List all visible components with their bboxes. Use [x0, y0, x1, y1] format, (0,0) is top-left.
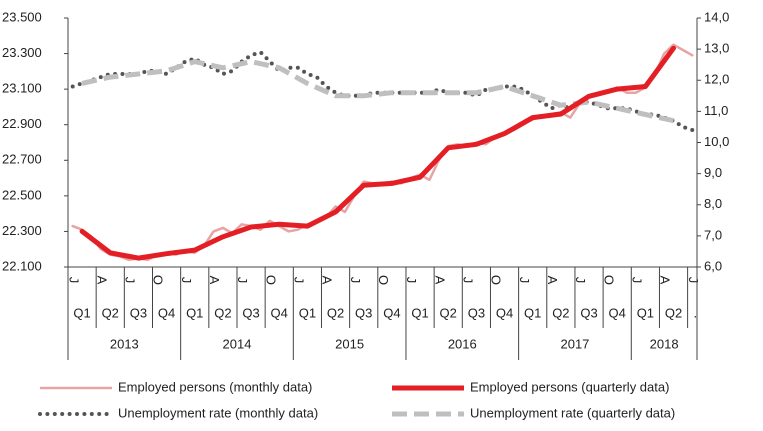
y-tick-label: 23.500 — [2, 9, 42, 24]
month-label: J — [292, 277, 307, 284]
y-tick-label: 23.100 — [2, 81, 42, 96]
quarter-label: Q3 — [242, 305, 259, 320]
quarter-label: . — [693, 305, 697, 320]
quarter-label: Q2 — [214, 305, 231, 320]
month-label: J — [686, 277, 701, 284]
y2-tick-label: 7,0 — [704, 227, 722, 242]
quarter-label: Q2 — [440, 305, 457, 320]
month-label: J — [573, 277, 588, 284]
y2-tick-label: 11,0 — [704, 103, 728, 118]
month-label: A — [432, 276, 447, 285]
year-label: 2014 — [223, 336, 252, 351]
y-tick-label: 22.900 — [2, 116, 42, 131]
month-label: J — [404, 277, 419, 284]
quarter-label: Q3 — [130, 305, 147, 320]
month-label: O — [376, 275, 391, 285]
month-label: J — [461, 277, 476, 284]
quarter-label: Q1 — [524, 305, 541, 320]
legend-label: Unemployment rate (monthly data) — [118, 405, 318, 420]
quarter-label: Q3 — [355, 305, 372, 320]
quarter-label: Q4 — [271, 305, 288, 320]
y-tick-label: 22.300 — [2, 223, 42, 238]
legend-label: Employed persons (monthly data) — [118, 379, 312, 394]
series-line — [79, 45, 676, 261]
quarter-label: Q3 — [468, 305, 485, 320]
quarter-label: Q1 — [637, 305, 654, 320]
quarter-label: Q2 — [102, 305, 119, 320]
quarter-label: Q2 — [552, 305, 569, 320]
quarter-label: Q2 — [665, 305, 682, 320]
legend-label: Unemployment rate (quarterly data) — [470, 405, 675, 420]
y2-tick-label: 10,0 — [704, 134, 729, 149]
month-label: O — [263, 275, 278, 285]
year-label: 2013 — [110, 336, 139, 351]
month-label: A — [320, 276, 335, 285]
quarter-label: Q3 — [580, 305, 597, 320]
y2-tick-label: 8,0 — [704, 196, 722, 211]
quarter-label: Q1 — [299, 305, 316, 320]
month-label: J — [179, 277, 194, 284]
y-tick-label: 22.700 — [2, 152, 42, 167]
month-label: J — [348, 277, 363, 284]
month-label: J — [66, 277, 81, 284]
month-label: O — [489, 275, 504, 285]
quarter-label: Q1 — [73, 305, 90, 320]
year-label: 2016 — [448, 336, 477, 351]
year-label: 2017 — [560, 336, 589, 351]
y-tick-label: 23.300 — [2, 45, 42, 60]
y2-tick-label: 9,0 — [704, 165, 722, 180]
quarter-label: Q1 — [411, 305, 428, 320]
month-label: O — [151, 275, 166, 285]
month-label: J — [123, 277, 138, 284]
quarter-label: Q2 — [327, 305, 344, 320]
quarter-label: Q1 — [186, 305, 203, 320]
y-tick-label: 22.500 — [2, 187, 42, 202]
y2-tick-label: 6,0 — [704, 258, 722, 273]
quarter-label: Q4 — [609, 305, 626, 320]
month-label: A — [545, 276, 560, 285]
month-label: O — [601, 275, 616, 285]
quarter-label: Q4 — [158, 305, 175, 320]
month-label: A — [658, 276, 673, 285]
legend-label: Employed persons (quarterly data) — [470, 379, 669, 394]
month-label: A — [207, 276, 222, 285]
y-tick-label: 22.100 — [2, 258, 42, 273]
year-label: 2018 — [650, 336, 679, 351]
month-label: J — [630, 277, 645, 284]
quarter-label: Q4 — [383, 305, 400, 320]
y2-tick-label: 12,0 — [704, 72, 729, 87]
month-label: J — [235, 277, 250, 284]
y2-tick-label: 14,0 — [704, 9, 729, 24]
month-label: J — [517, 277, 532, 284]
y2-tick-label: 13,0 — [704, 41, 729, 56]
quarter-label: Q4 — [496, 305, 513, 320]
month-label: A — [94, 276, 109, 285]
year-label: 2015 — [335, 336, 364, 351]
series-line — [71, 43, 694, 262]
